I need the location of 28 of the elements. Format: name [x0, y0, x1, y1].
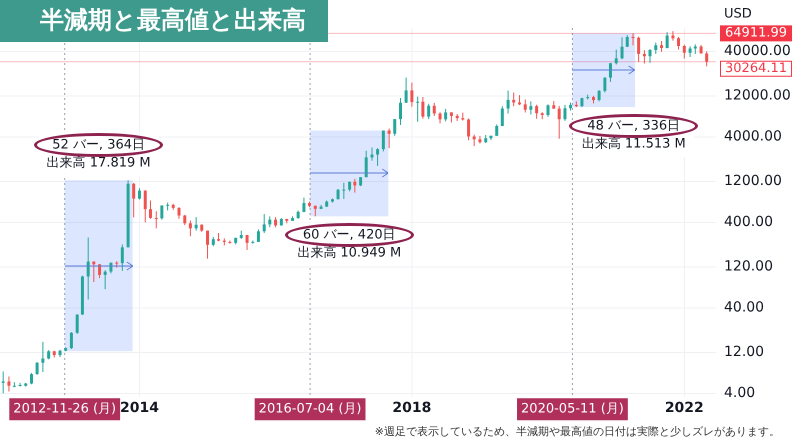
candlestick — [2, 371, 5, 394]
candlestick — [632, 33, 635, 46]
band-label: 60 バー, 420日出来高 10.949 M — [297, 228, 402, 261]
candlestick — [416, 96, 420, 122]
x-tick-label: 2022 — [664, 400, 704, 416]
ref-line-label: 30264.11 — [725, 61, 788, 76]
y-axis-title: USD — [724, 6, 752, 22]
y-tick-label: 400.00 — [724, 214, 773, 230]
y-tick-label: 40000.00 — [724, 42, 791, 59]
y-tick-label: 1200.00 — [724, 173, 782, 190]
ref-line-label: 2016-07-04 (月) — [258, 402, 362, 417]
y-tick-label: 120.00 — [724, 258, 773, 275]
ref-line-label: 64911.99 — [725, 26, 788, 41]
y-tick-label: 4000.00 — [724, 128, 782, 144]
text: ※週足で表示しているため、半減期や最高値の日付は実際と少しズレがあります。 — [374, 424, 780, 439]
band-label: 52 バー, 364日出来高 17.819 M — [46, 138, 151, 171]
ref-line-label: 2012-11-26 (月) — [13, 402, 116, 417]
y-tick-label: 40.00 — [724, 299, 764, 316]
chart-title: 半減期と最高値と出来高 — [0, 0, 328, 42]
x-tick-label: 2014 — [120, 400, 160, 416]
y-tick-label: 12.00 — [724, 344, 764, 360]
x-tick-label: 2018 — [392, 400, 432, 416]
candlestick — [342, 182, 346, 199]
candlestick — [154, 211, 158, 228]
band-label: 48 バー, 336日出来高 11.513 M — [582, 118, 686, 152]
y-tick-label: 4.00 — [724, 384, 756, 401]
y-tick-label: 12000.00 — [724, 88, 791, 104]
ref-line-label: 2020-05-11 (月) — [521, 402, 624, 417]
